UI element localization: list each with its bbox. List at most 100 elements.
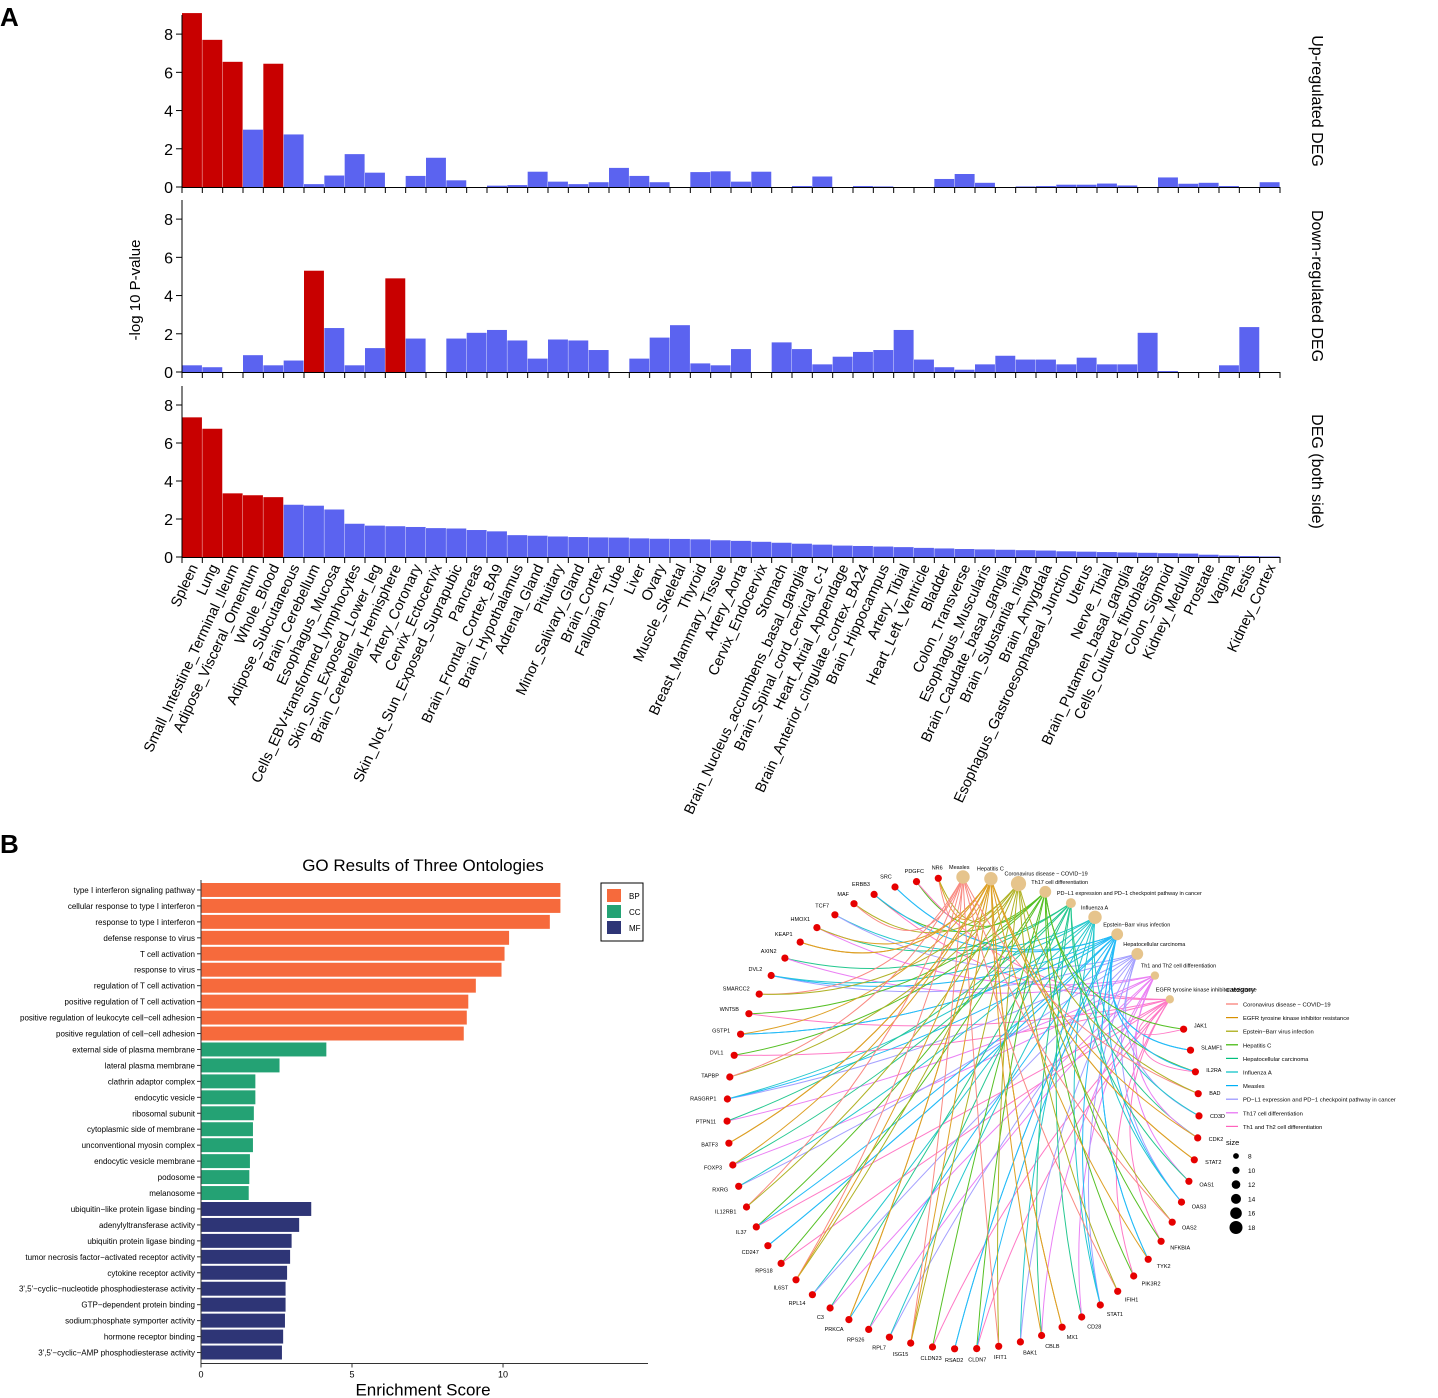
y-tick-label: 6 (164, 250, 173, 267)
go-term-label: defense response to virus (103, 934, 195, 943)
y-tick-label: 2 (164, 142, 173, 159)
bar-facet1-32 (832, 356, 853, 372)
legend-category-label: Influenza A (1243, 1071, 1272, 1077)
bar-facet0-53 (1259, 182, 1280, 187)
bar-facet2-44 (1076, 551, 1097, 557)
network-edge (1129, 999, 1171, 1242)
bar-facet1-14 (466, 332, 487, 372)
legend-category-label: Th17 cell differentiation (1243, 1111, 1303, 1117)
gene-label: KEAP1 (775, 932, 793, 938)
go-term-label: tumor necrosis factor−activated receptor… (25, 1253, 195, 1262)
gene-label: WNT5B (720, 1007, 740, 1013)
pathway-label: Hepatocellular carcinoma (1123, 942, 1186, 948)
bar-facet1-10 (385, 278, 406, 372)
gene-node (912, 878, 921, 886)
go-term-label: type I interferon signaling pathway (74, 886, 195, 895)
network-edge (740, 933, 1118, 1035)
gene-label: IL2RA (1206, 1068, 1222, 1074)
go-term-label: cellular response to type I interferon (68, 902, 195, 911)
network-edges (726, 876, 1200, 1349)
bar-facet2-43 (1056, 551, 1077, 557)
bar-facet0-28 (751, 171, 772, 187)
network-edge (1082, 934, 1118, 1306)
gene-label: IFIH1 (1125, 1298, 1138, 1304)
go-bar-4 (201, 946, 505, 961)
bar-facet2-24 (670, 538, 690, 557)
bar-facet0-9 (365, 172, 385, 187)
bar-facet1-30 (792, 349, 812, 372)
bar-facet1-45 (1097, 364, 1117, 372)
gene-node (1185, 1177, 1193, 1185)
bar-facet2-30 (792, 543, 812, 557)
panel-label-a: A (0, 2, 19, 32)
go-bar-29 (201, 1345, 282, 1360)
legend-category-label: Hepatitis C (1243, 1043, 1271, 1049)
bar-facet2-1 (202, 428, 223, 557)
bar-facet1-48 (1158, 371, 1178, 372)
gene-label: RASGRP1 (690, 1096, 716, 1102)
network-edge (1055, 903, 1083, 1318)
network-edge (868, 902, 1072, 1330)
gene-label: IL37 (736, 1230, 747, 1236)
go-bar-6 (201, 978, 476, 993)
x-tick-label: Small_Intestine_Terminal_Ileum (141, 562, 242, 755)
bar-facet1-31 (812, 364, 833, 372)
bar-facet0-33 (853, 186, 873, 187)
gene-node (737, 1030, 745, 1038)
bar-facet1-33 (853, 351, 873, 372)
network-edge (784, 902, 1072, 969)
pathway-node (1039, 885, 1052, 898)
gene-node (885, 1333, 894, 1341)
network-edge (962, 876, 1119, 1292)
gene-node (777, 1259, 785, 1267)
gene-node (729, 1161, 737, 1169)
pathway-label: Th17 cell differentiation (1031, 880, 1088, 886)
network-edge (1110, 934, 1196, 1073)
bar-facet2-38 (954, 549, 975, 557)
network-edge (767, 933, 1118, 1247)
gene-node (1078, 1313, 1086, 1321)
gene-node (870, 890, 878, 899)
bar-facet2-47 (1137, 552, 1158, 557)
gene-label: HMOX1 (791, 917, 811, 923)
network-edge (1044, 891, 1162, 1242)
pathway-label: PD−L1 expression and PD−1 checkpoint pat… (1057, 891, 1202, 897)
network-edge (1109, 934, 1191, 1051)
gene-label: DVL2 (749, 967, 763, 973)
bar-facet2-39 (975, 549, 995, 557)
bar-facet1-25 (690, 363, 711, 372)
gene-node (723, 1095, 732, 1103)
gene-node (1096, 1301, 1104, 1309)
go-bar-21 (201, 1217, 300, 1232)
bar-facet2-26 (710, 540, 731, 557)
legend-swatch-MF (607, 921, 621, 934)
network-edge (732, 878, 992, 1166)
bar-facet0-21 (609, 167, 629, 187)
y-tick-label: 0 (164, 365, 173, 382)
legend-title: size (1226, 1138, 1239, 1147)
pathway-node (1065, 898, 1076, 909)
go-bar-11 (201, 1058, 280, 1073)
network-edge (1018, 883, 1173, 1223)
go-bar-13 (201, 1090, 256, 1105)
gene-node (826, 1304, 834, 1312)
bar-facet1-38 (954, 369, 975, 372)
bar-facet0-2 (222, 61, 243, 187)
bar-facet2-33 (853, 545, 873, 557)
bar-facet0-18 (548, 181, 568, 187)
go-bar-15 (201, 1122, 253, 1137)
gene-label: CDK2 (1209, 1137, 1224, 1143)
bar-facet2-32 (832, 545, 853, 557)
bar-facet2-51 (1219, 555, 1239, 557)
gene-label: AXIN2 (761, 949, 777, 955)
panel-label-b: B (0, 829, 19, 859)
bar-facet0-39 (975, 182, 995, 187)
gene-node (742, 1203, 751, 1211)
y-tick-label: 0 (164, 180, 173, 197)
bar-facet1-43 (1056, 364, 1077, 372)
legend-size-dot (1233, 1153, 1239, 1159)
bar-facet0-45 (1097, 183, 1117, 187)
go-bar-18 (201, 1170, 250, 1185)
chart-title: GO Results of Three Ontologies (302, 856, 544, 875)
facet-label: Up-regulated DEG (1308, 35, 1325, 167)
